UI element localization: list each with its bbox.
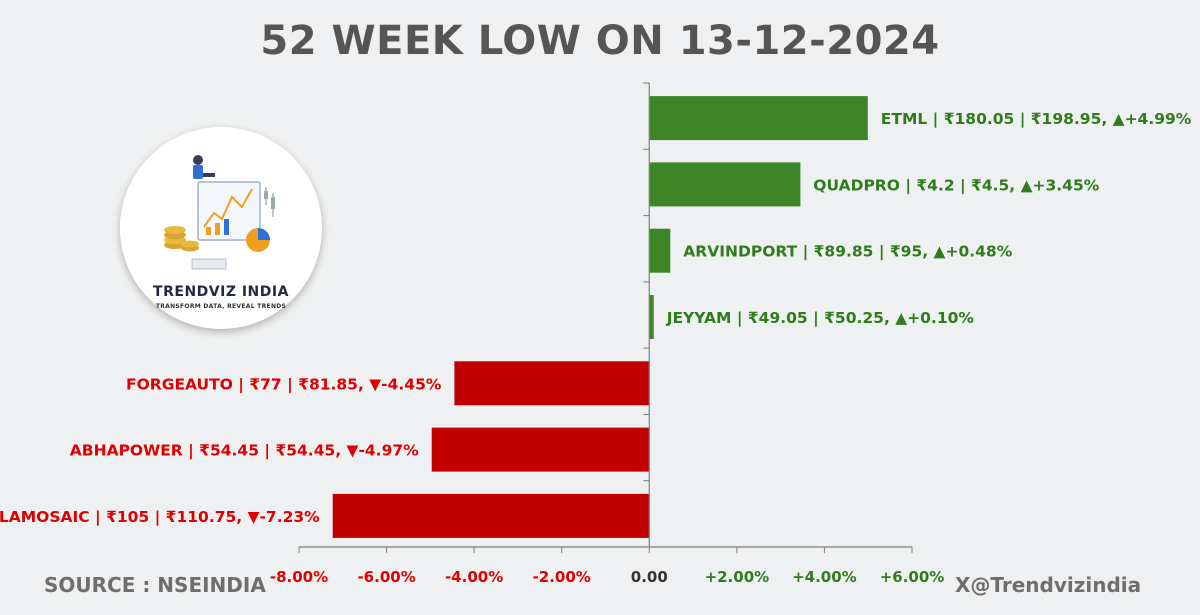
data-label-etml: ETML | ₹180.05 | ₹198.95, ▲+4.99% bbox=[881, 110, 1192, 129]
x-tick-label: +6.00% bbox=[880, 568, 945, 586]
data-label-quadpro: QUADPRO | ₹4.2 | ₹4.5, ▲+3.45% bbox=[813, 176, 1099, 195]
bar-forgeauto bbox=[454, 361, 650, 406]
x-tick-label: +2.00% bbox=[705, 568, 770, 586]
chart-title: 52 WEEK LOW ON 13-12-2024 bbox=[260, 18, 940, 64]
bar-arvindport bbox=[649, 228, 671, 273]
data-label-lamosaic: LAMOSAIC | ₹105 | ₹110.75, ▼-7.23% bbox=[0, 508, 320, 527]
social-handle: X@Trendvizindia bbox=[955, 573, 1142, 597]
bar-abhapower bbox=[431, 427, 650, 472]
source-label: SOURCE : NSEINDIA bbox=[44, 573, 266, 597]
brand-name: TRENDVIZ INDIA bbox=[153, 284, 289, 300]
data-label-arvindport: ARVINDPORT | ₹89.85 | ₹95, ▲+0.48% bbox=[683, 243, 1012, 262]
bar-etml bbox=[649, 96, 868, 141]
bar-lamosaic bbox=[332, 493, 650, 538]
bar-quadpro bbox=[649, 162, 801, 207]
x-tick-label: -2.00% bbox=[533, 568, 591, 586]
data-label-jeyyam: JEYYAM | ₹49.05 | ₹50.25, ▲+0.10% bbox=[666, 309, 975, 328]
bar-jeyyam bbox=[649, 295, 654, 339]
x-tick-label: -4.00% bbox=[445, 568, 503, 586]
brand-logo: TRENDVIZ INDIA TRANSFORM DATA, REVEAL TR… bbox=[120, 127, 322, 329]
brand-tagline: TRANSFORM DATA, REVEAL TRENDS bbox=[155, 303, 287, 310]
x-tick-label: +4.00% bbox=[792, 568, 857, 586]
data-label-abhapower: ABHAPOWER | ₹54.45 | ₹54.45, ▼-4.97% bbox=[70, 442, 419, 461]
x-tick-label: -6.00% bbox=[357, 568, 415, 586]
data-label-forgeauto: FORGEAUTO | ₹77 | ₹81.85, ▼-4.45% bbox=[126, 375, 442, 394]
x-tick-label: 0.00 bbox=[631, 568, 668, 586]
x-tick-label: -8.00% bbox=[270, 568, 328, 586]
analyst-dashboard-illustration-icon bbox=[164, 155, 275, 270]
